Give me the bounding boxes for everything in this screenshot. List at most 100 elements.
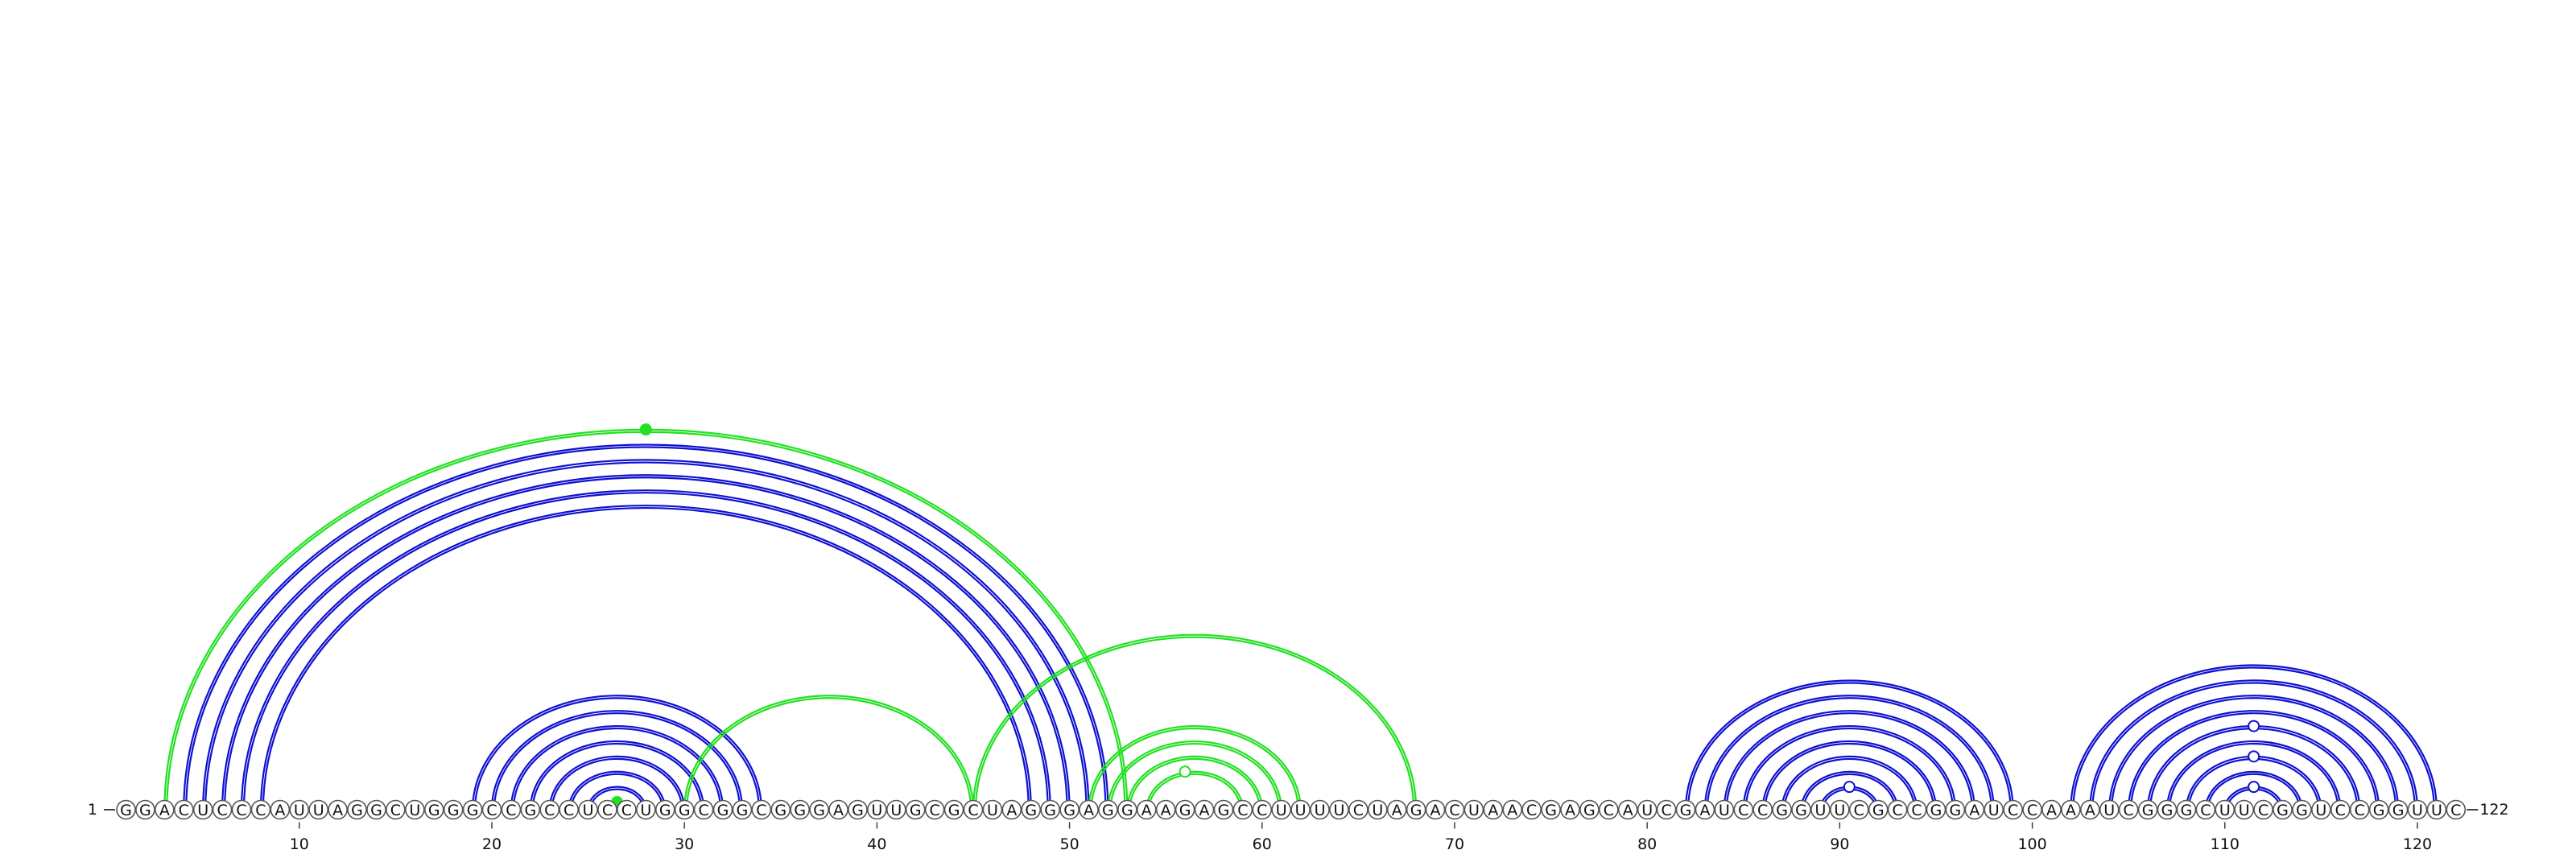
primary-pair-arc xyxy=(2165,740,2342,811)
nucleotide-circle xyxy=(1194,799,1215,820)
nucleotide-letter: G xyxy=(351,802,363,819)
nucleotide-circle xyxy=(712,799,733,820)
nucleotide-circle xyxy=(404,799,425,820)
nucleotide-letter: C xyxy=(255,802,266,819)
position-axis: 10 20 30 40 50 60 70 80 90 100 110 120 xyxy=(290,822,2432,853)
nucleotide-circle xyxy=(559,799,579,820)
loop-marker xyxy=(2248,781,2260,794)
nucleotide-circle xyxy=(1290,799,1311,820)
nucleotide-circle xyxy=(2368,799,2389,820)
nucleotide: G xyxy=(2157,799,2178,820)
primary-pair-arc xyxy=(1783,757,1916,811)
nucleotide: G xyxy=(520,799,541,820)
nucleotide-circle xyxy=(231,799,252,820)
nucleotide: G xyxy=(1174,799,1195,820)
nucleotide: U xyxy=(578,799,598,820)
nucleotide-circle xyxy=(1675,799,1696,820)
nucleotide-circle xyxy=(1329,799,1349,820)
loop-marker xyxy=(639,423,652,436)
nucleotide-circle xyxy=(982,799,1003,820)
primary-pair-arc xyxy=(2204,770,2303,811)
nucleotide-circle xyxy=(1637,799,1657,820)
nucleotide-circle xyxy=(1772,799,1792,820)
nucleotide-circle xyxy=(1964,799,1985,820)
loop-marker xyxy=(2248,720,2260,732)
nucleotide-letter: A xyxy=(1565,802,1575,819)
nucleotide: A xyxy=(1617,799,1638,820)
nucleotide-circle xyxy=(1791,799,1811,820)
nucleotide-letter: C xyxy=(1353,802,1364,819)
nucleotide-letter: G xyxy=(1795,802,1807,819)
nucleotide-circle xyxy=(1059,799,1080,820)
nucleotide-letter: G xyxy=(1025,802,1037,819)
nucleotide-letter: U xyxy=(1719,802,1730,819)
nucleotide: G xyxy=(1579,799,1600,820)
nucleotide-circle xyxy=(1810,799,1831,820)
nucleotide-circle xyxy=(674,799,695,820)
nucleotide: G xyxy=(366,799,386,820)
nucleotide: G xyxy=(2368,799,2389,820)
alternate-pair-arc xyxy=(1090,728,1299,811)
nucleotide-circle xyxy=(289,799,310,820)
nucleotide-letter: U xyxy=(409,802,420,819)
nucleotide-circle xyxy=(1213,799,1234,820)
primary-pair-arc xyxy=(1686,682,2012,811)
primary-pair-arc xyxy=(2111,697,2397,811)
primary-pair-arc xyxy=(529,740,705,811)
nucleotide-letter: A xyxy=(1161,802,1171,819)
nucleotide-letter: A xyxy=(275,802,285,819)
axis-tick-label: 70 xyxy=(1445,835,1464,853)
axis-tick-label: 80 xyxy=(1637,835,1657,853)
nucleotide-circle xyxy=(2022,799,2042,820)
nucleotide: G xyxy=(462,799,483,820)
nucleotide-letter: G xyxy=(1583,802,1596,819)
nucleotide-letter: G xyxy=(1410,802,1422,819)
nucleotide-letter: A xyxy=(1507,802,1517,819)
nucleotide-circle xyxy=(443,799,464,820)
nucleotide-letter: U xyxy=(2431,802,2442,819)
nucleotide-letter: G xyxy=(2296,802,2308,819)
primary-pair-arc xyxy=(224,476,1068,811)
nucleotide-circle xyxy=(1579,799,1600,820)
nucleotide-letter: U xyxy=(583,802,594,819)
nucleotide-letter: G xyxy=(2142,802,2154,819)
nucleotide: C xyxy=(617,799,637,820)
nucleotide-letter: A xyxy=(1430,802,1441,819)
nucleotide-letter: C xyxy=(1526,802,1537,819)
nucleotide: G xyxy=(1059,799,1080,820)
primary-pair-arc xyxy=(1761,740,1938,811)
nucleotide-circle xyxy=(1926,799,1946,820)
primary-pair-arc xyxy=(242,492,1049,811)
nucleotide: G xyxy=(116,799,136,820)
nucleotide-circle xyxy=(1617,799,1638,820)
nucleotide-circle xyxy=(1271,799,1291,820)
nucleotide-circle xyxy=(135,799,155,820)
nucleotide: G xyxy=(905,799,926,820)
nucleotide: A xyxy=(2080,799,2100,820)
loop-marker xyxy=(1843,781,1856,794)
nucleotide-letter: U xyxy=(871,802,882,819)
alternate-pair-arc xyxy=(1109,742,1280,811)
nucleotide-letter: C xyxy=(1757,802,1768,819)
nucleotide-circle xyxy=(1001,799,1022,820)
axis-tick-label: 20 xyxy=(482,835,502,853)
alternate-pair-arc xyxy=(972,633,1418,811)
nucleotide-circle xyxy=(1444,799,1465,820)
nucleotide: G xyxy=(347,799,367,820)
nucleotide-circle xyxy=(1945,799,1966,820)
nucleotide: C xyxy=(963,799,984,820)
nucleotide-circle xyxy=(790,799,811,820)
nucleotide: G xyxy=(1772,799,1792,820)
nucleotide-letter: U xyxy=(1276,802,1287,819)
nucleotide: C xyxy=(2253,799,2273,820)
nucleotide-circle xyxy=(250,799,271,820)
nucleotide-circle xyxy=(848,799,868,820)
nucleotide: G xyxy=(135,799,155,820)
nucleotide-circle xyxy=(2215,799,2235,820)
start-position-label: 1 xyxy=(88,801,97,819)
nucleotide-circle xyxy=(481,799,502,820)
primary-pair-arc xyxy=(185,446,1107,811)
nucleotide-letter: G xyxy=(120,802,132,819)
nucleotide-circle xyxy=(2407,799,2428,820)
primary-pair-arc xyxy=(1802,773,1897,811)
